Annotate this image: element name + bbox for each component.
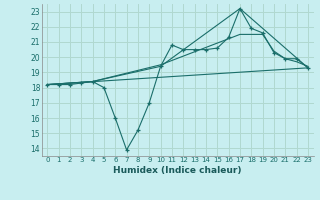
X-axis label: Humidex (Indice chaleur): Humidex (Indice chaleur) (113, 166, 242, 175)
